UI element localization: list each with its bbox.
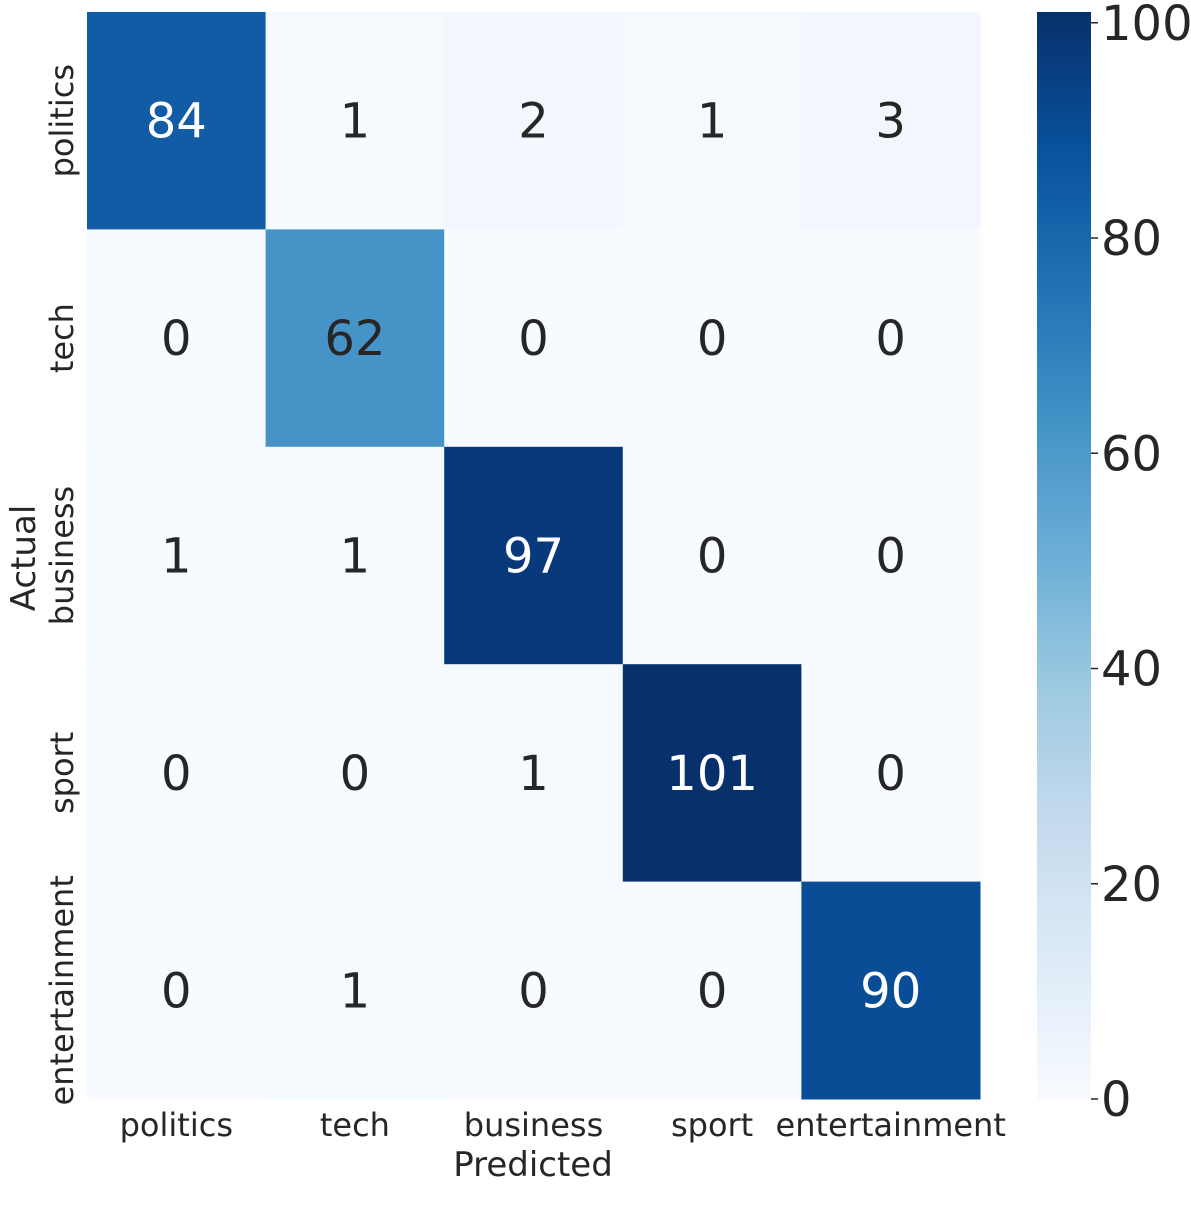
x-axis-label: Predicted: [453, 1145, 613, 1185]
heatmap-annotations: 84 1 2 1 3 0 62 0 0 0 1 1 97 0 0 0 0 1 101 0 0 1 0 0 90: [146, 94, 921, 1020]
cell-value-label: 0: [340, 746, 371, 802]
colorbar-tick-labels: 0 20 40 60 80 100: [1091, 0, 1191, 1128]
cell-value-label: 0: [875, 311, 906, 367]
cell-value-label: 0: [697, 963, 728, 1019]
x-tick-label: sport: [671, 1106, 753, 1144]
colorbar-tick-label: 40: [1101, 642, 1162, 698]
cell-value-label: 1: [161, 529, 192, 585]
cell-value-label: 62: [324, 311, 385, 367]
heatmap-cell: [444, 446, 624, 665]
y-tick-label: tech: [43, 303, 81, 373]
heatmap-cell: [622, 446, 802, 665]
heatmap-cell: [265, 229, 445, 448]
heatmap-cell: [87, 664, 267, 883]
cell-value-label: 0: [697, 529, 728, 585]
cell-value-label: 0: [161, 746, 192, 802]
heatmap-cell: [444, 229, 624, 448]
x-tick-label: business: [464, 1106, 603, 1144]
heatmap-cell: [444, 881, 624, 1100]
y-tick-label: business: [43, 486, 81, 625]
cell-value-label: 2: [518, 94, 549, 150]
heatmap-cell: [444, 664, 624, 883]
cell-value-label: 1: [340, 963, 371, 1019]
cell-value-label: 0: [697, 311, 728, 367]
heatmap-cell: [622, 664, 802, 883]
cell-value-label: 0: [518, 963, 549, 1019]
x-axis-tick-labels: politics tech business sport entertainment: [120, 1106, 1006, 1144]
heatmap-cell: [801, 881, 981, 1100]
cell-value-label: 101: [666, 746, 758, 802]
heatmap-cell: [87, 229, 267, 448]
heatmap-cell: [265, 664, 445, 883]
x-tick-label: tech: [320, 1106, 390, 1144]
cell-value-label: 1: [518, 746, 549, 802]
heatmap-cell: [622, 229, 802, 448]
y-axis-label: Actual: [4, 505, 44, 612]
colorbar-tick-label: 0: [1101, 1072, 1132, 1128]
cell-value-label: 84: [146, 94, 207, 150]
heatmap-cell: [801, 446, 981, 665]
y-axis-tick-labels: politics tech business sport entertainment: [43, 64, 81, 1105]
y-tick-label: entertainment: [43, 875, 81, 1105]
heatmap-cell: [444, 12, 624, 230]
heatmap-cell: [87, 881, 267, 1100]
cell-value-label: 0: [875, 746, 906, 802]
colorbar-tick-label: 80: [1101, 211, 1162, 267]
heatmap-cell: [87, 12, 267, 230]
colorbar-tick-label: 20: [1101, 857, 1162, 913]
colorbar: [1037, 12, 1091, 1099]
heatmap-cell: [265, 881, 445, 1100]
x-tick-label: entertainment: [776, 1106, 1006, 1144]
cell-value-label: 0: [161, 311, 192, 367]
cell-value-label: 0: [161, 963, 192, 1019]
x-tick-label: politics: [120, 1106, 233, 1144]
cell-value-label: 97: [503, 529, 564, 585]
colorbar-tick-label: 100: [1101, 0, 1191, 52]
cell-value-label: 90: [860, 963, 921, 1019]
cell-value-label: 0: [875, 529, 906, 585]
heatmap-cell: [265, 12, 445, 230]
heatmap-cell: [622, 881, 802, 1100]
heatmap-cell: [801, 664, 981, 883]
colorbar-tick-label: 60: [1101, 426, 1162, 482]
heatmap-cell: [87, 446, 267, 665]
cell-value-label: 1: [697, 94, 728, 150]
heatmap-cell: [801, 229, 981, 448]
y-tick-label: politics: [43, 64, 81, 177]
cell-value-label: 3: [875, 94, 906, 150]
cell-value-label: 1: [340, 94, 371, 150]
heatmap-cell: [265, 446, 445, 665]
cell-value-label: 0: [518, 311, 549, 367]
cell-value-label: 1: [340, 529, 371, 585]
heatmap-cell: [622, 12, 802, 230]
heatmap-cells: [87, 12, 981, 1100]
y-tick-label: sport: [43, 732, 81, 814]
heatmap-cell: [801, 12, 981, 230]
